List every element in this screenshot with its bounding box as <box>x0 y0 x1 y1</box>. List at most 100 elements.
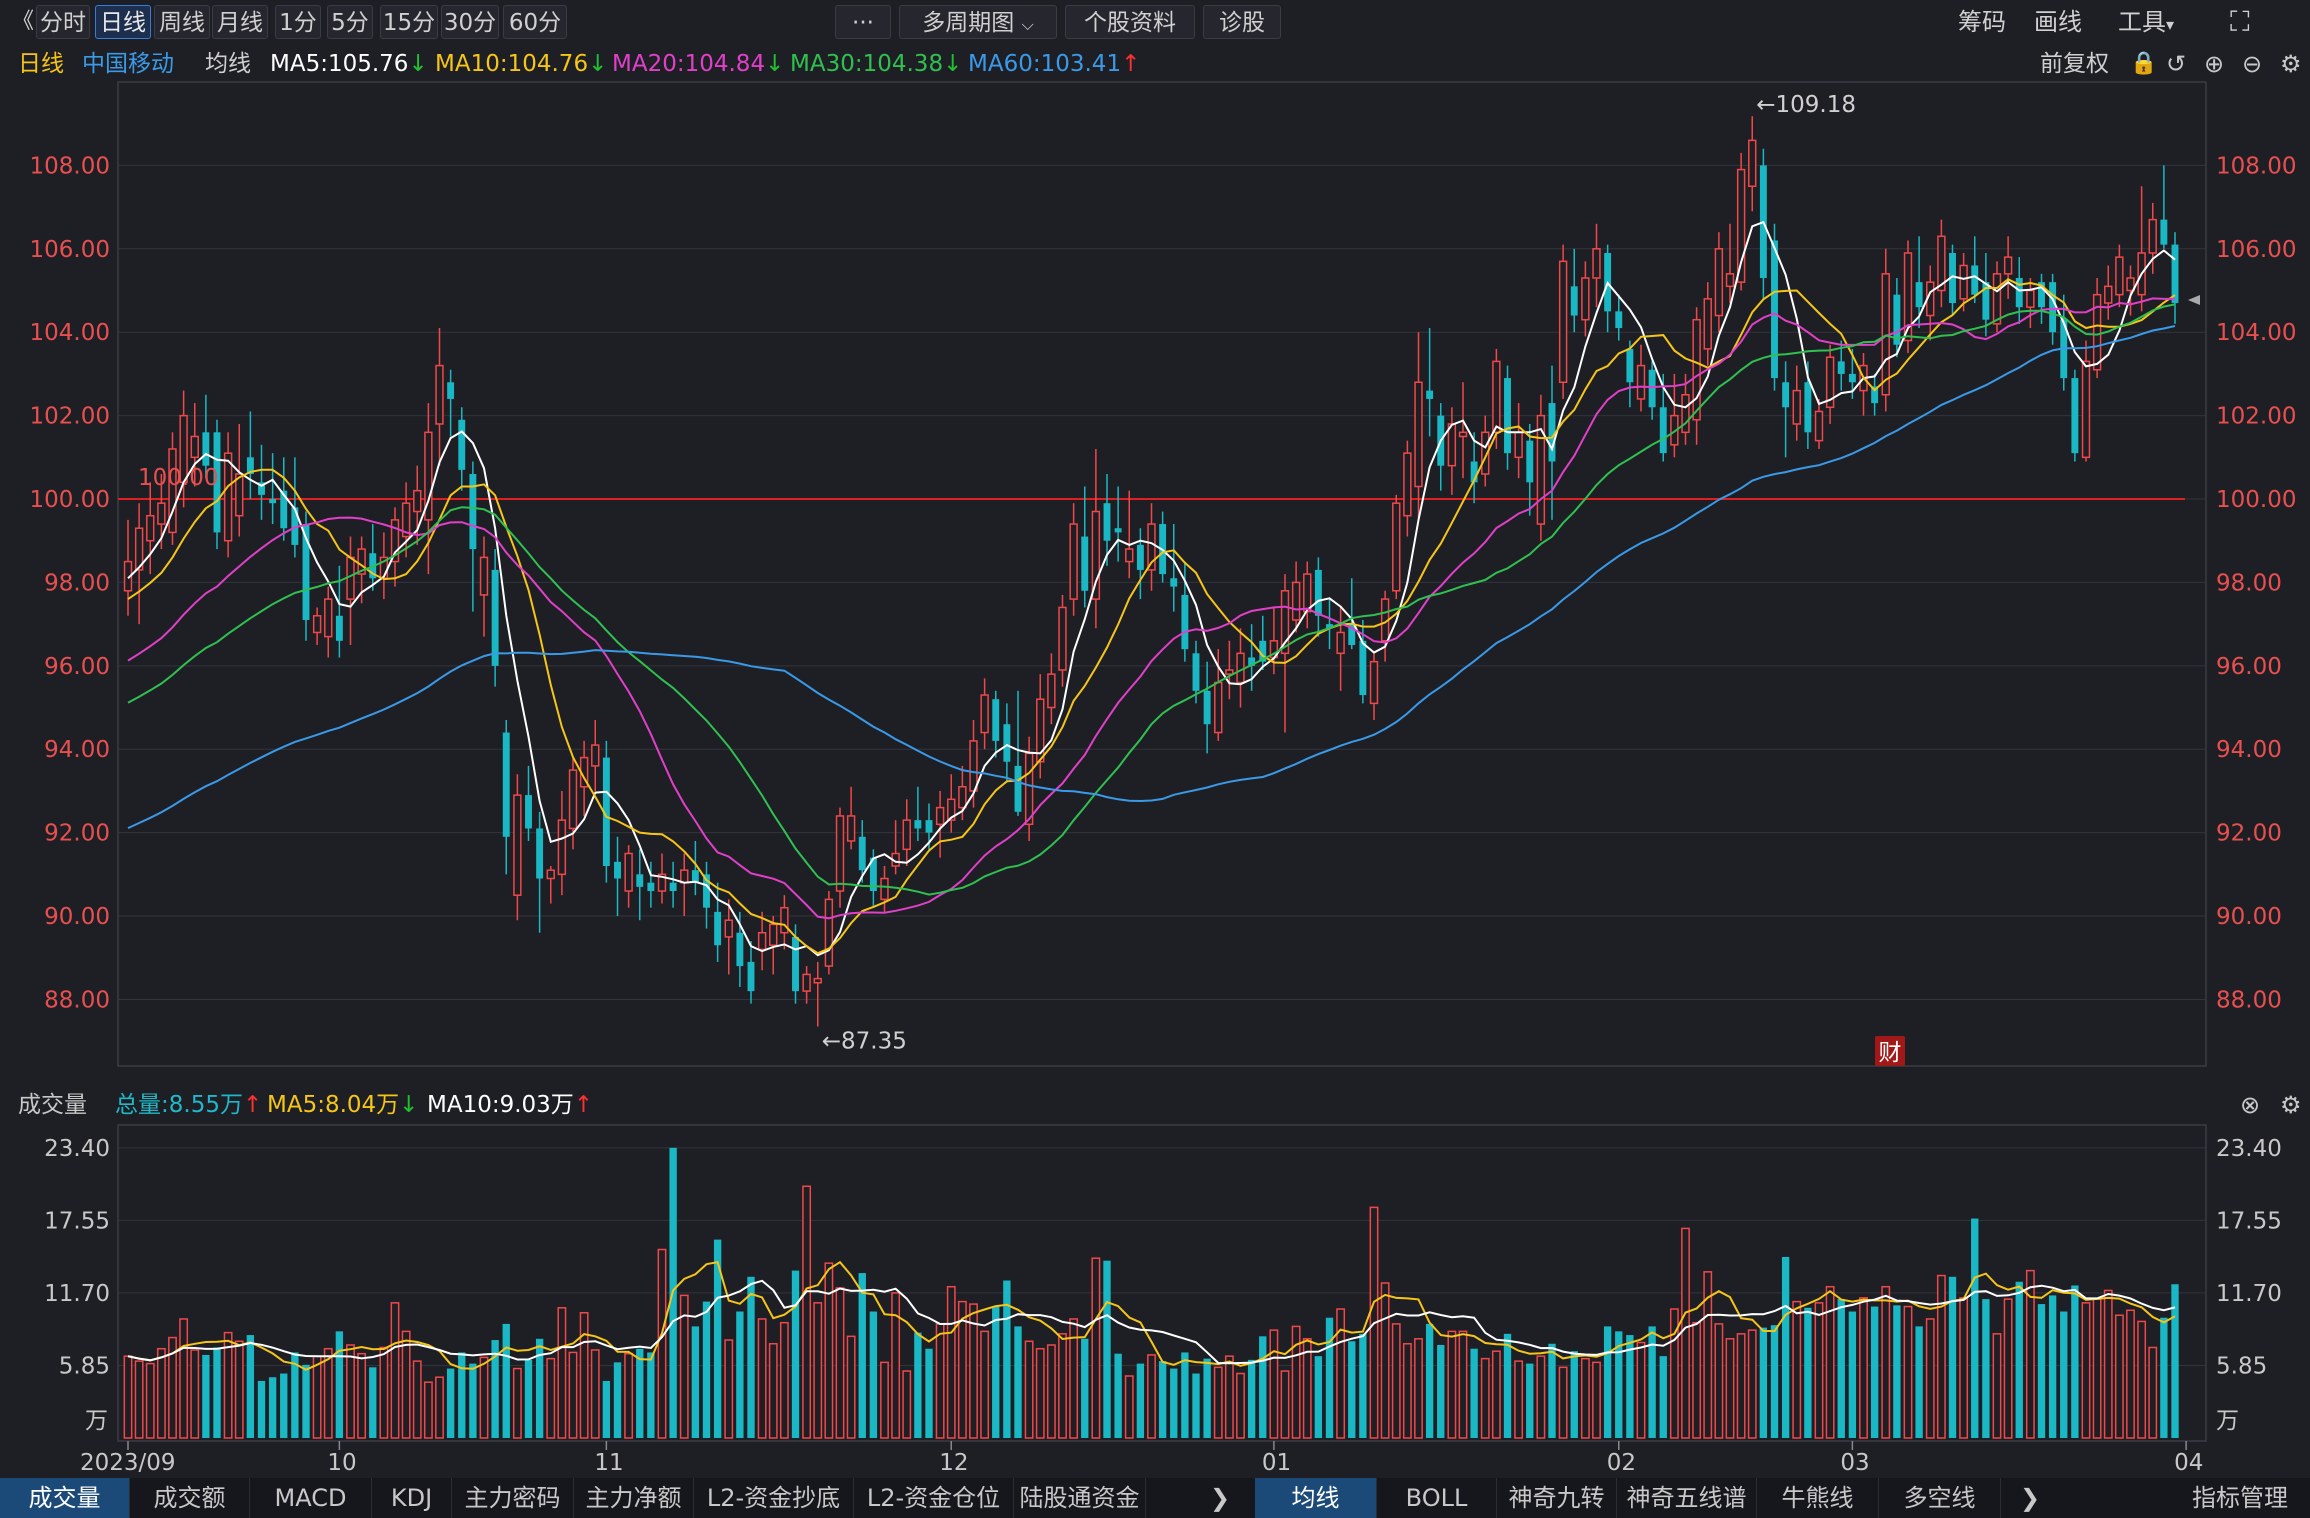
indicator-tab-8[interactable]: 陆股通资金 <box>1014 1478 1146 1518</box>
overlay-tab-2[interactable]: 神奇九转 <box>1497 1478 1617 1518</box>
stock-name[interactable]: 中国移动 <box>82 51 174 77</box>
settings-icon[interactable]: ⚙ <box>2280 50 2302 78</box>
period-button-6[interactable]: 15分 <box>380 5 438 39</box>
volume-bar-169 <box>2003 1298 2013 1439</box>
candle-body-117 <box>1426 390 1434 399</box>
candle-131 <box>1581 261 1590 337</box>
indicator-tab-5[interactable]: 主力净额 <box>574 1478 694 1518</box>
multi-period-button[interactable]: 多周期图 ⌵ <box>899 5 1057 39</box>
candle-54 <box>724 899 733 975</box>
candle-14 <box>280 457 288 541</box>
volume-bar-16 <box>302 1364 310 1438</box>
indicator-tab-0[interactable]: 成交量 <box>0 1478 130 1518</box>
candle-163 <box>1937 219 1946 308</box>
candle-29 <box>447 369 455 437</box>
volume-value-0: 总量:8.55万↑ <box>115 1092 263 1118</box>
indicator-tab-4[interactable]: 主力密码 <box>452 1478 574 1518</box>
candle-body-59 <box>780 906 789 934</box>
zoom-in-icon[interactable]: ⊕ <box>2204 50 2225 78</box>
volume-bar-47 <box>647 1352 655 1438</box>
period-button-2[interactable]: 周线 <box>154 5 210 39</box>
price-tick-right-5: 98.00 <box>2216 570 2282 596</box>
candle-body-49 <box>669 882 677 892</box>
back-icon[interactable]: 《 <box>12 9 35 34</box>
ma-indicator-label[interactable]: 均线 <box>205 51 251 77</box>
stock-info-button[interactable]: 个股资料 <box>1065 5 1195 39</box>
volume-bar-105 <box>1291 1325 1301 1439</box>
volume-tick-left-0: 23.40 <box>44 1136 110 1162</box>
candle-137 <box>1648 361 1656 420</box>
more-periods-button[interactable]: ··· <box>835 5 891 39</box>
volume-bar-26 <box>412 1360 422 1439</box>
close-icon[interactable]: ⊗ <box>2240 1091 2261 1119</box>
adjust-mode[interactable]: 前复权 <box>2040 51 2109 77</box>
period-button-0[interactable]: 分时 <box>36 5 90 39</box>
volume-bar-121 <box>1470 1348 1478 1438</box>
ma-line-ma10 <box>127 278 2176 955</box>
price-tick-left-5: 98.00 <box>44 570 110 596</box>
volume-bar-10 <box>234 1340 244 1439</box>
candle-134 <box>1615 294 1623 341</box>
tabs-right-scroll-icon[interactable]: ❯ <box>2019 1484 2041 1512</box>
period-button-5[interactable]: 5分 <box>327 5 373 39</box>
candle-116 <box>1414 332 1423 520</box>
candle-110 <box>1348 578 1356 650</box>
candle-157 <box>1871 373 1879 416</box>
volume-bar-158 <box>1881 1285 1891 1439</box>
period-button-1[interactable]: 日线 <box>95 5 151 39</box>
volume-settings-icon[interactable]: ⚙ <box>2280 1091 2302 1119</box>
chip-distribution-button[interactable]: 筹码 <box>1958 8 2006 36</box>
indicator-tab-2[interactable]: MACD <box>250 1478 372 1518</box>
candle-body-30 <box>458 419 466 470</box>
volume-bar-91 <box>1136 1363 1145 1438</box>
candle-body-111 <box>1359 640 1367 696</box>
fullscreen-icon[interactable]: ⛶ <box>2230 5 2250 38</box>
zoom-out-icon[interactable]: ⊖ <box>2242 50 2263 78</box>
volume-bar-77 <box>980 1330 990 1439</box>
volume-bar-40 <box>568 1351 578 1439</box>
period-button-8[interactable]: 60分 <box>503 5 567 39</box>
overlay-tab-0[interactable]: 均线 <box>1255 1478 1377 1518</box>
volume-bar-72 <box>925 1348 933 1438</box>
reset-icon[interactable]: ↺ <box>2166 50 2187 78</box>
overlay-tab-3[interactable]: 神奇五线谱 <box>1617 1478 1757 1518</box>
period-button-3[interactable]: 月线 <box>212 5 268 39</box>
indicator-tab-3[interactable]: KDJ <box>372 1478 452 1518</box>
candle-129 <box>1558 244 1568 399</box>
candle-71 <box>914 786 922 841</box>
kline-chart[interactable]: 108.00 108.00 106.00 106.00 104.00 104.00 102.… <box>0 0 2310 1478</box>
indicator-tab-6[interactable]: L2-资金抄底 <box>694 1478 854 1518</box>
diagnosis-button[interactable]: 诊股 <box>1203 5 1281 39</box>
volume-bar-170 <box>2015 1281 2023 1438</box>
volume-bar-92 <box>1147 1354 1156 1439</box>
drawing-button[interactable]: 画线 <box>2034 8 2082 36</box>
tabs-scroll-right-icon[interactable]: ❯ <box>1209 1484 1231 1512</box>
candle-body-78 <box>992 699 1000 741</box>
volume-bar-59 <box>779 1321 789 1439</box>
volume-bar-21 <box>357 1352 367 1439</box>
period-button-7[interactable]: 30分 <box>441 5 499 39</box>
candle-153 <box>1825 344 1835 424</box>
volume-bar-118 <box>1437 1345 1445 1438</box>
overlay-tab-1[interactable]: BOLL <box>1377 1478 1497 1518</box>
lock-icon[interactable]: 🔒 <box>2130 51 2158 76</box>
candle-16 <box>302 511 310 641</box>
overlay-tab-4[interactable]: 牛熊线 <box>1757 1478 1879 1518</box>
ma-info-row: 日线 中国移动 均线 MA5:105.76↓ MA10:104.76↓ MA20:1… <box>0 44 2310 84</box>
volume-bar-85 <box>1069 1318 1079 1439</box>
candle-body-177 <box>2092 293 2102 371</box>
candle-27 <box>424 403 433 575</box>
volume-label[interactable]: 成交量 <box>18 1092 87 1118</box>
volume-bar-35 <box>512 1367 522 1439</box>
candle-body-135 <box>1626 348 1634 383</box>
period-button-4[interactable]: 1分 <box>275 5 321 39</box>
overlay-tab-5[interactable]: 多空线 <box>1879 1478 2001 1518</box>
indicator-tab-7[interactable]: L2-资金仓位 <box>854 1478 1014 1518</box>
tools-button[interactable]: 工具▾ <box>2118 5 2174 39</box>
indicator-tab-1[interactable]: 成交额 <box>130 1478 250 1518</box>
indicator-manage-button[interactable]: 指标管理 <box>2192 1484 2288 1512</box>
candle-48 <box>657 853 667 904</box>
candle-73 <box>935 790 945 858</box>
volume-tick-left-2: 11.70 <box>44 1281 110 1307</box>
candle-92 <box>1147 503 1156 591</box>
